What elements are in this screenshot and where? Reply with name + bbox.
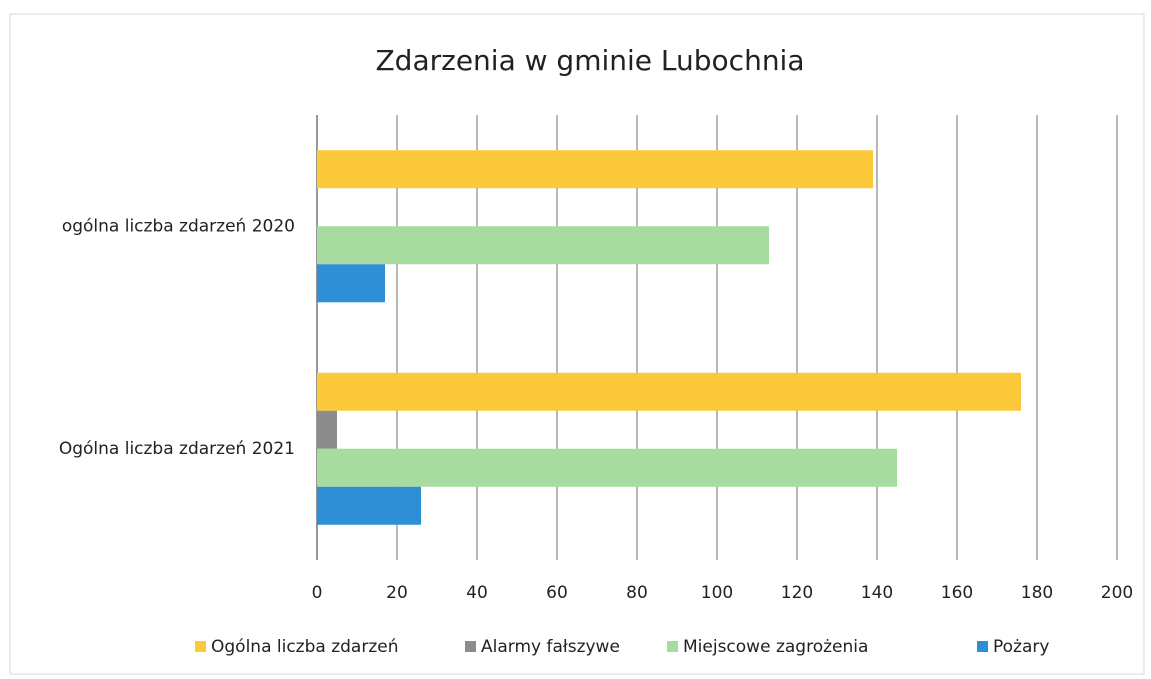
- bar: [317, 150, 873, 189]
- chart-border: [9, 13, 1145, 675]
- x-tick-label: 40: [466, 583, 488, 603]
- legend-swatch: [195, 641, 206, 652]
- bar: [317, 372, 1021, 411]
- y-tick-label: ogólna liczba zdarzeń 2020: [62, 216, 295, 236]
- legend-swatch: [465, 641, 476, 652]
- x-tick-label: 0: [312, 583, 323, 603]
- bar: [317, 410, 337, 449]
- x-tick-label: 100: [701, 583, 733, 603]
- legend-label: Alarmy fałszywe: [481, 637, 620, 657]
- y-tick-label: Ogólna liczba zdarzeń 2021: [59, 439, 295, 459]
- x-tick-label: 200: [1101, 583, 1133, 603]
- legend-label: Miejscowe zagrożenia: [683, 637, 868, 657]
- bar: [317, 486, 421, 525]
- legend-label: Pożary: [993, 637, 1049, 657]
- legend-swatch: [667, 641, 678, 652]
- legend-swatch: [977, 641, 988, 652]
- bar: [317, 448, 897, 487]
- bar: [317, 264, 385, 303]
- x-tick-label: 180: [1021, 583, 1053, 603]
- x-tick-label: 140: [861, 583, 893, 603]
- bar: [317, 226, 769, 265]
- legend-label: Ogólna liczba zdarzeń: [211, 637, 399, 657]
- x-tick-label: 120: [781, 583, 813, 603]
- x-tick-label: 160: [941, 583, 973, 603]
- chart-title: Zdarzenia w gminie Lubochnia: [376, 44, 805, 77]
- x-tick-label: 80: [626, 583, 648, 603]
- x-tick-label: 20: [386, 583, 408, 603]
- x-tick-label: 60: [546, 583, 568, 603]
